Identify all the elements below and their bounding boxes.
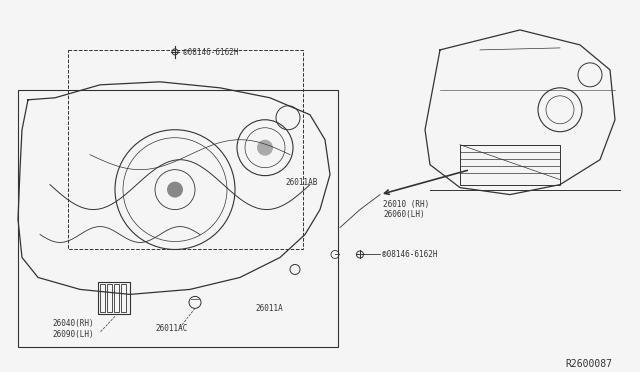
Circle shape <box>167 182 183 198</box>
Text: R2600087: R2600087 <box>565 359 612 369</box>
Text: 26011A: 26011A <box>255 304 283 313</box>
Text: 26010 (RH)
26060(LH): 26010 (RH) 26060(LH) <box>383 200 429 219</box>
Text: 26040(RH)
26090(LH): 26040(RH) 26090(LH) <box>52 319 93 339</box>
Bar <box>98 282 130 314</box>
Bar <box>107 285 112 312</box>
Bar <box>18 90 338 347</box>
Bar <box>100 285 105 312</box>
Bar <box>121 285 126 312</box>
Text: 26011AB: 26011AB <box>285 178 317 187</box>
Text: ®08146-6162H: ®08146-6162H <box>382 250 438 260</box>
Bar <box>114 285 119 312</box>
Circle shape <box>257 140 273 155</box>
Text: 26011AC: 26011AC <box>155 324 188 333</box>
Bar <box>460 145 560 185</box>
Bar <box>68 50 303 250</box>
Text: ®08146-6162H: ®08146-6162H <box>183 48 239 57</box>
